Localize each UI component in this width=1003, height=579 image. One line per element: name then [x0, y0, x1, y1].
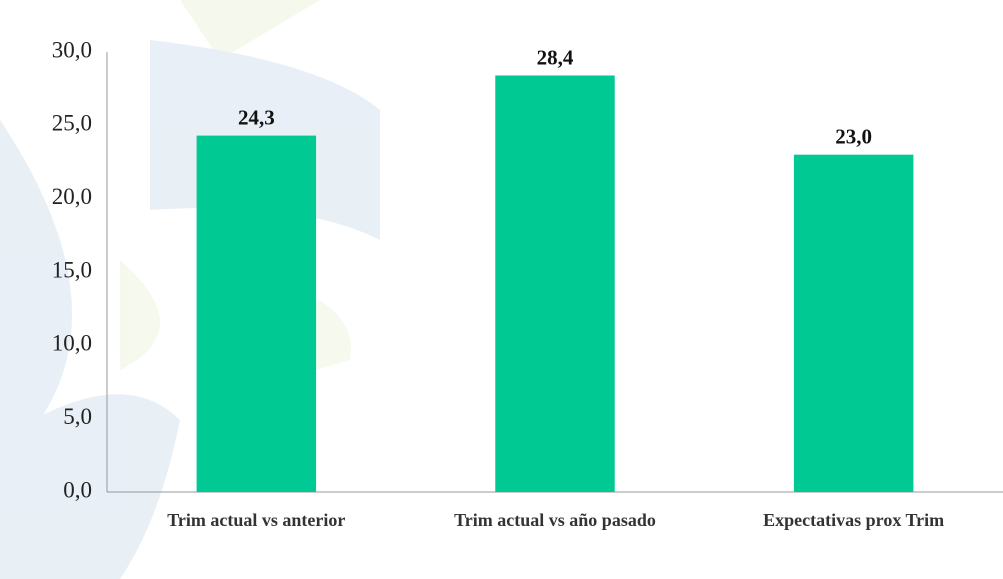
- x-tick-label: Trim actual vs anterior: [167, 510, 345, 530]
- y-tick-label: 25,0: [52, 111, 92, 136]
- bar: [793, 154, 914, 492]
- y-tick-label: 15,0: [52, 257, 92, 282]
- value-label: 23,0: [835, 124, 872, 148]
- value-label: 28,4: [537, 45, 574, 69]
- x-tick-label: Trim actual vs año pasado: [454, 510, 656, 530]
- y-tick-label: 30,0: [52, 37, 92, 62]
- value-label: 24,3: [238, 105, 275, 129]
- y-tick-label: 0,0: [63, 477, 92, 502]
- y-tick-label: 5,0: [63, 404, 92, 429]
- bar: [196, 135, 317, 492]
- y-tick-label: 20,0: [52, 184, 92, 209]
- y-tick-label: 10,0: [52, 331, 92, 356]
- bar: [495, 75, 615, 492]
- x-tick-label: Expectativas prox Trim: [763, 510, 944, 530]
